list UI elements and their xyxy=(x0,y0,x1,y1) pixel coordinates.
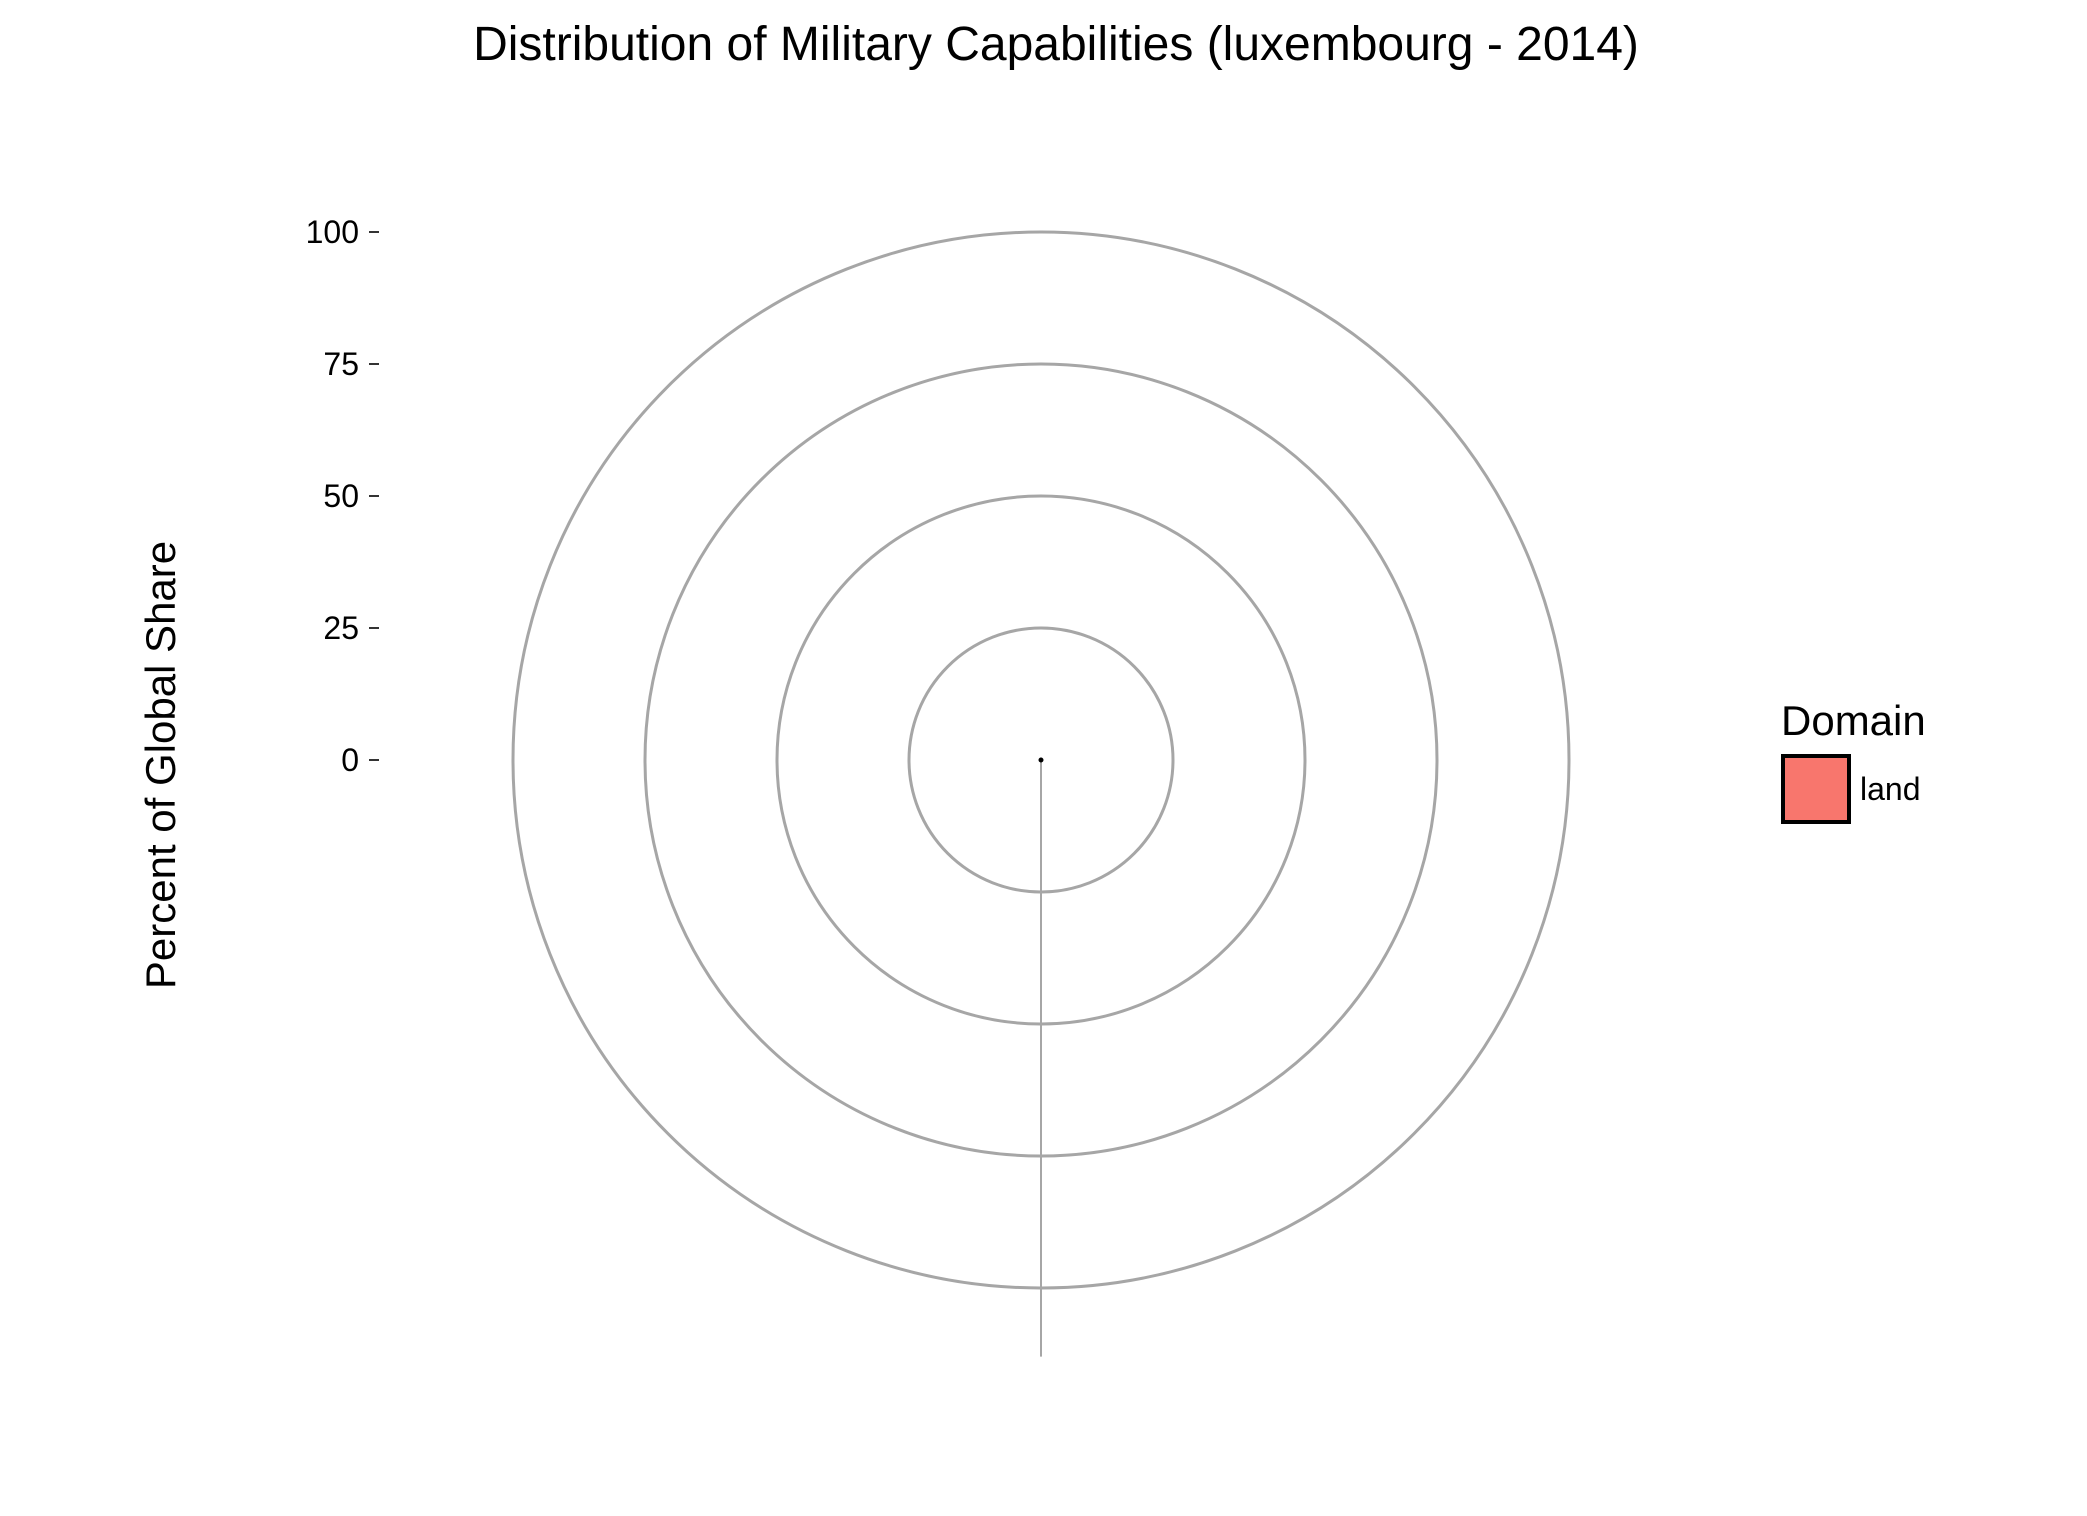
y-axis-label: Percent of Global Share xyxy=(137,541,184,989)
legend-title: Domain xyxy=(1781,697,1926,744)
y-tick-label-100: 100 xyxy=(306,214,359,250)
y-tick-label-75: 75 xyxy=(323,346,359,382)
chart-title: Distribution of Military Capabilities (l… xyxy=(473,18,1639,71)
legend-label-land: land xyxy=(1860,771,1921,807)
y-axis: 0 25 50 75 100 xyxy=(306,214,379,778)
polar-grid xyxy=(511,230,1571,1357)
y-tick-label-25: 25 xyxy=(323,610,359,646)
y-tick-label-0: 0 xyxy=(341,742,359,778)
data-mark-land xyxy=(1038,757,1044,763)
legend-swatch-land xyxy=(1781,754,1851,824)
data-layer xyxy=(1038,757,1044,763)
legend: Domain land xyxy=(1781,697,1926,824)
y-tick-label-50: 50 xyxy=(323,478,359,514)
